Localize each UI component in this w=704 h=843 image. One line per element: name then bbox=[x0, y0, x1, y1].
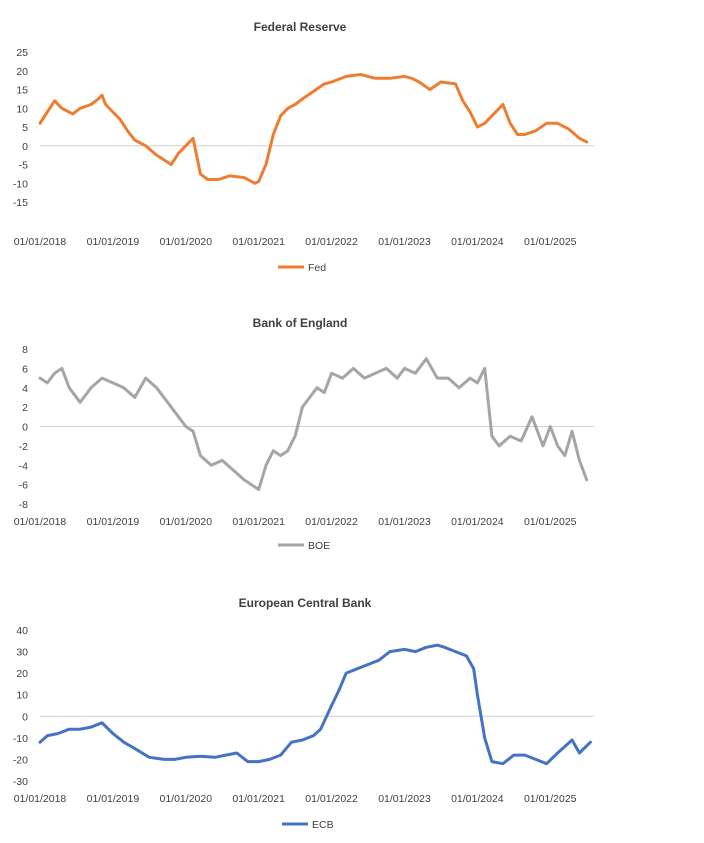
x-tick-label: 01/01/2019 bbox=[87, 793, 140, 805]
y-tick-label: 10 bbox=[16, 103, 28, 115]
y-tick-label: 0 bbox=[22, 422, 28, 434]
x-tick-label: 01/01/2022 bbox=[305, 793, 358, 805]
x-tick-label: 01/01/2025 bbox=[524, 516, 577, 528]
y-tick-label: 20 bbox=[16, 668, 28, 680]
y-tick-label: 0 bbox=[22, 141, 28, 153]
y-tick-label: -5 bbox=[19, 160, 28, 172]
y-tick-label: 25 bbox=[16, 47, 28, 59]
y-tick-label: 10 bbox=[16, 690, 28, 702]
x-tick-label: 01/01/2023 bbox=[378, 793, 431, 805]
y-tick-label: -8 bbox=[19, 499, 28, 511]
chart-3: European Central Bank -30 -20 -10 0 10 20 30 40 0… bbox=[13, 596, 594, 831]
series-line-ecb bbox=[38, 643, 592, 766]
x-tick-label: 01/01/2021 bbox=[232, 236, 285, 248]
x-tick-label: 01/01/2024 bbox=[451, 516, 504, 528]
y-tick-label: -2 bbox=[19, 441, 28, 453]
y-tick-label: 30 bbox=[16, 647, 28, 659]
y-tick-label: 15 bbox=[16, 85, 28, 97]
y-tick-label: -10 bbox=[13, 733, 28, 745]
y-tick-label: -15 bbox=[13, 197, 28, 209]
x-tick-label: 01/01/2025 bbox=[524, 793, 577, 805]
x-tick-label: 01/01/2025 bbox=[524, 236, 577, 248]
chart-title: Bank of England bbox=[253, 316, 348, 330]
chart-title: European Central Bank bbox=[239, 596, 372, 610]
x-tick-label: 01/01/2024 bbox=[451, 236, 504, 248]
x-tick-label: 01/01/2022 bbox=[305, 516, 358, 528]
series-line-boe bbox=[38, 357, 589, 491]
y-tick-label: -10 bbox=[13, 178, 28, 190]
y-tick-label: 6 bbox=[22, 363, 28, 375]
x-tick-label: 01/01/2020 bbox=[160, 236, 213, 248]
x-tick-label: 01/01/2020 bbox=[160, 793, 213, 805]
chart-2: Bank of England -8 -6 -4 -2 0 2 4 6 8 01/01/2018 01… bbox=[14, 316, 594, 552]
x-tick-label: 01/01/2019 bbox=[87, 516, 140, 528]
y-tick-label: -6 bbox=[19, 480, 28, 492]
y-tick-label: 4 bbox=[22, 383, 28, 395]
chart-title: Federal Reserve bbox=[254, 20, 347, 34]
legend-label: Fed bbox=[308, 262, 326, 274]
x-tick-label: 01/01/2022 bbox=[305, 236, 358, 248]
y-tick-label: -4 bbox=[19, 460, 28, 472]
y-tick-label: 2 bbox=[22, 402, 28, 414]
x-tick-label: 01/01/2024 bbox=[451, 793, 504, 805]
x-tick-label: 01/01/2021 bbox=[232, 516, 285, 528]
x-tick-label: 01/01/2023 bbox=[378, 516, 431, 528]
series-line-fed bbox=[38, 73, 589, 185]
legend-label: ECB bbox=[312, 819, 334, 831]
chart-1: Federal Reserve -15 -10 -5 0 5 10 15 20 25 01/01/2… bbox=[13, 20, 594, 274]
x-tick-label: 01/01/2018 bbox=[14, 516, 67, 528]
y-tick-label: 8 bbox=[22, 344, 28, 356]
x-tick-label: 01/01/2018 bbox=[14, 236, 67, 248]
y-tick-label: 5 bbox=[22, 122, 28, 134]
y-tick-label: -20 bbox=[13, 754, 28, 766]
legend-label: BOE bbox=[308, 540, 330, 552]
y-tick-label: -30 bbox=[13, 776, 28, 788]
y-tick-label: 20 bbox=[16, 66, 28, 78]
y-tick-label: 40 bbox=[16, 625, 28, 637]
x-tick-label: 01/01/2023 bbox=[378, 236, 431, 248]
x-tick-label: 01/01/2021 bbox=[232, 793, 285, 805]
y-tick-label: 0 bbox=[22, 711, 28, 723]
x-tick-label: 01/01/2018 bbox=[14, 793, 67, 805]
x-tick-label: 01/01/2019 bbox=[87, 236, 140, 248]
x-tick-label: 01/01/2020 bbox=[160, 516, 213, 528]
